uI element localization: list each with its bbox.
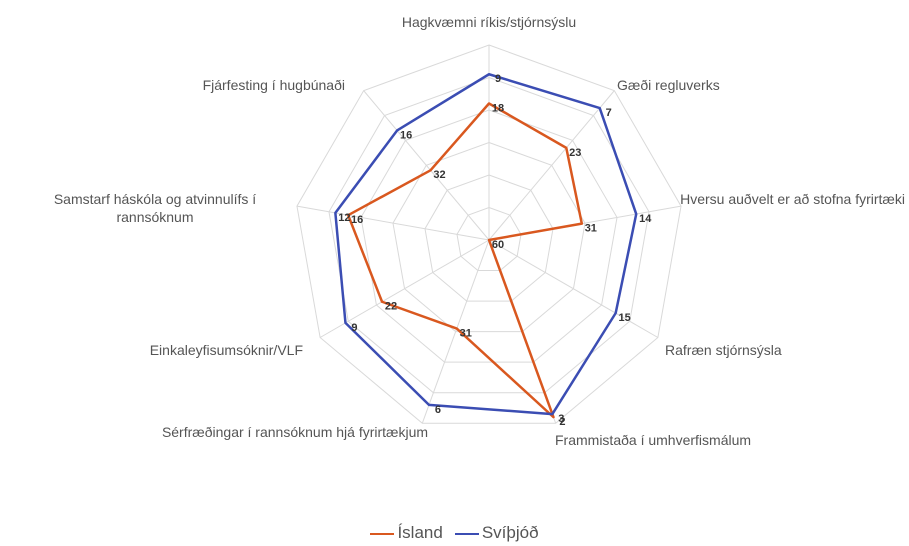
axis-label: Einkaleyfisumsóknir/VLF [149, 342, 303, 358]
legend-item: Ísland [370, 523, 443, 543]
axis-label: Gæði regluverks [617, 77, 720, 93]
data-label: 6 [435, 404, 441, 416]
axis-label: Sérfræðingar í rannsóknum hjá fyrirtækju… [161, 424, 429, 440]
data-label: 18 [492, 102, 504, 114]
grid-ring [424, 174, 554, 302]
series-line [346, 102, 584, 419]
data-label: 31 [585, 223, 597, 235]
data-label: 14 [639, 213, 652, 225]
axis-label: Frammistaða í umhverfismálum [555, 432, 752, 448]
axis-label: Hversu auðvelt er að stofna fyrirtæki [680, 191, 905, 207]
spoke [421, 239, 490, 424]
spoke [319, 239, 490, 338]
data-label: 12 [338, 212, 350, 224]
grid-ring [456, 206, 522, 272]
legend: Ísland Svíþjóð [0, 523, 909, 543]
spoke [363, 90, 490, 241]
data-label: 60 [492, 239, 504, 251]
data-label: 7 [606, 107, 612, 119]
legend-text: Svíþjóð [481, 523, 539, 542]
grid-ring [392, 141, 586, 333]
spoke [296, 205, 490, 241]
data-label: 23 [569, 147, 581, 159]
data-label: 2 [559, 416, 565, 428]
data-label: 16 [351, 214, 363, 226]
axis-label: Hagkvæmni ríkis/stjórnsýslu [401, 14, 577, 30]
data-label: 15 [619, 312, 631, 324]
axis-label: Rafræn stjórnsýsla [665, 342, 782, 358]
data-label: 9 [351, 322, 357, 334]
legend-text: Ísland [397, 523, 443, 542]
spoke [488, 90, 615, 241]
spoke [488, 239, 659, 338]
grid-ring [328, 76, 650, 394]
series-line [334, 73, 638, 416]
axis-label: Fjárfesting í hugbúnaði [202, 77, 345, 93]
data-label: 31 [460, 327, 472, 339]
legend-swatch [454, 532, 479, 535]
grid-ring [360, 109, 618, 363]
data-label: 16 [400, 129, 412, 141]
grid-ring [296, 44, 682, 424]
legend-swatch [370, 532, 395, 535]
axis-label: Samstarf háskóla og atvinnulífs í rannsó… [53, 191, 257, 225]
data-label: 3 [558, 413, 564, 425]
data-label: 22 [385, 301, 397, 313]
data-label: 9 [495, 73, 501, 85]
legend-item: Svíþjóð [454, 523, 539, 543]
data-label: 32 [433, 169, 445, 181]
